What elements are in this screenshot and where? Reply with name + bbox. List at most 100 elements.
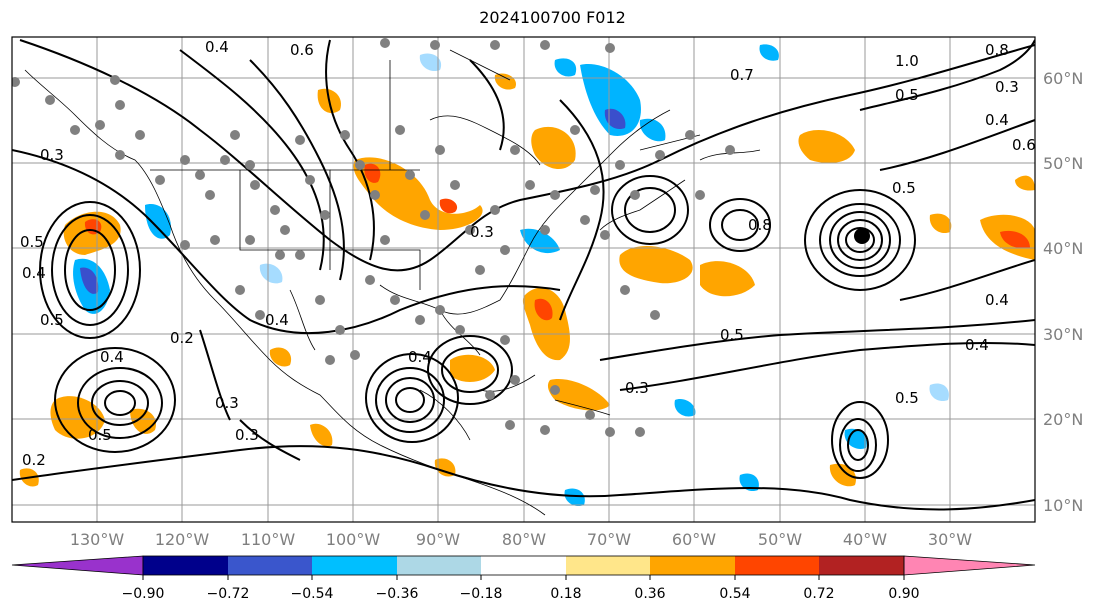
colorbar-segment [566, 556, 650, 575]
station-markers [12, 38, 735, 437]
contour-label: 0.3 [995, 78, 1019, 96]
contour-label: 1.0 [895, 52, 919, 70]
latitude-labels: 60°N 50°N 40°N 30°N 20°N 10°N [1043, 69, 1083, 515]
weak-negative-patch [929, 383, 949, 402]
positive-patch [531, 126, 576, 170]
colorbar-tick-label: 0.18 [550, 586, 581, 602]
lat-label: 40°N [1043, 239, 1083, 258]
lat-label: 60°N [1043, 69, 1083, 88]
contour-label: 0.3 [40, 146, 64, 164]
positive-patch [798, 130, 855, 163]
contour-label: 0.2 [170, 329, 194, 347]
contour-label: 0.5 [895, 389, 919, 407]
lat-label: 20°N [1043, 410, 1083, 429]
positive-patch [619, 245, 693, 284]
contour-label: 0.4 [408, 348, 432, 366]
contour-label: 0.8 [985, 41, 1009, 59]
contour-labels: 0.6 0.4 0.7 1.0 0.8 0.3 0.5 0.4 0.5 0.3 … [20, 38, 1036, 469]
map-gridlines [12, 37, 1035, 522]
lon-label: 110°W [241, 530, 296, 549]
contour-label: 0.8 [748, 216, 772, 234]
colorbar-extend-high [903, 555, 1036, 576]
colorbar-segment [819, 556, 904, 575]
colorbar-tick-label: −0.90 [122, 586, 165, 602]
lon-label: 120°W [155, 530, 210, 549]
colorbar: −0.90 −0.72 −0.54 −0.36 −0.18 0.18 0.36 … [11, 555, 1036, 602]
negative-patch [145, 204, 171, 239]
lon-label: 80°W [502, 530, 546, 549]
negative-patch [520, 228, 560, 254]
colorbar-tick-label: −0.72 [207, 586, 250, 602]
strong-positive-patch [534, 298, 553, 321]
strong-negative-patch [80, 267, 99, 294]
negative-patch [739, 473, 759, 492]
colorbar-tick-label: −0.54 [291, 586, 334, 602]
colorbar-tick-label: 0.54 [719, 586, 750, 602]
contour-label: 0.2 [22, 451, 46, 469]
negative-patch [564, 488, 585, 507]
negative-patch [844, 428, 867, 449]
negative-patch [580, 64, 641, 136]
contour-label: 0.4 [965, 336, 989, 354]
lon-label: 100°W [326, 530, 381, 549]
negative-patch [554, 58, 577, 77]
lat-label: 50°N [1043, 154, 1083, 173]
contour-label: 0.5 [20, 233, 44, 251]
contour-label: 0.3 [235, 426, 259, 444]
colorbar-tick-label: −0.18 [460, 586, 503, 602]
lat-label: 30°N [1043, 325, 1083, 344]
positive-patch [310, 423, 333, 447]
positive-patch [353, 157, 483, 230]
positive-patch [450, 354, 495, 382]
contour-label: 0.4 [205, 38, 229, 56]
contour-label: 0.7 [730, 66, 754, 84]
positive-patch [700, 261, 755, 297]
contour-label: 0.4 [985, 291, 1009, 309]
contour-label: 0.4 [985, 111, 1009, 129]
negative-patch [674, 399, 696, 417]
contour-label: 0.6 [1012, 136, 1036, 154]
contour-label: 0.4 [265, 311, 289, 329]
contour-label: 0.5 [895, 86, 919, 104]
chart-title: 2024100700 F012 [479, 8, 626, 27]
contour-label: 0.5 [892, 179, 916, 197]
strong-negative-patch [604, 108, 626, 130]
colorbar-segment [228, 556, 312, 575]
contour-label: 0.6 [290, 41, 314, 59]
positive-patch [434, 458, 456, 477]
contour-label: 0.3 [215, 394, 239, 412]
positive-patch [829, 463, 856, 487]
negative-patch [759, 44, 779, 61]
strong-positive-patch [439, 198, 458, 214]
strong-positive-patch [1000, 230, 1030, 249]
lon-label: 40°W [843, 530, 887, 549]
lon-label: 90°W [416, 530, 460, 549]
colorbar-tick-label: 0.36 [634, 586, 665, 602]
colorbar-segment [143, 556, 228, 575]
strong-positive-patch [364, 163, 381, 183]
colorbar-segment [650, 556, 735, 575]
storm-center-marker [854, 228, 870, 244]
longitude-labels: 130°W 120°W 110°W 100°W 90°W 80°W 70°W 6… [70, 530, 972, 549]
colorbar-segment [312, 556, 397, 575]
positive-patch [1015, 175, 1035, 191]
positive-patch [494, 73, 516, 90]
lon-label: 130°W [70, 530, 125, 549]
colorbar-extend-low [11, 555, 144, 576]
lon-label: 30°W [928, 530, 972, 549]
contour-label: 0.5 [88, 426, 112, 444]
lon-label: 60°W [672, 530, 716, 549]
colorbar-segment [397, 556, 481, 575]
positive-patch [929, 213, 952, 234]
weak-negative-patch [259, 263, 283, 284]
contour-lines [12, 39, 1035, 511]
positive-patch [547, 379, 610, 411]
contour-label: 0.5 [720, 326, 744, 344]
map-frame [11, 36, 1036, 523]
positive-patch [269, 347, 292, 367]
colorbar-tick-label: −0.36 [376, 586, 419, 602]
contour-label: 0.4 [22, 264, 46, 282]
contour-label: 0.3 [470, 223, 494, 241]
lon-label: 70°W [587, 530, 631, 549]
